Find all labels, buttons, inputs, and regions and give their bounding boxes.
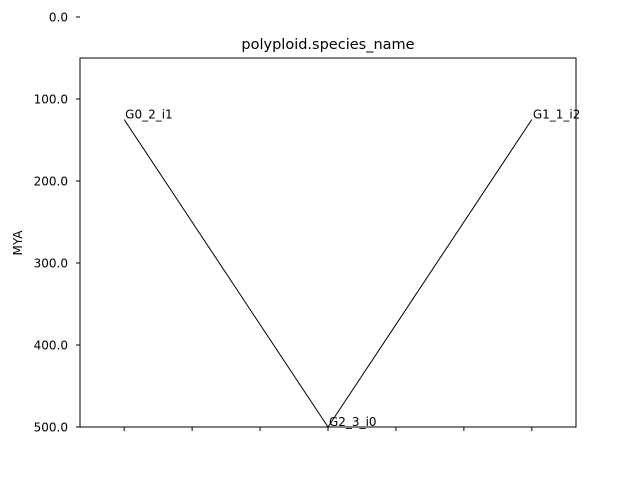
- y-axis-label: MYA: [11, 230, 25, 256]
- node-label-G1_1_i2: G1_1_i2: [533, 108, 581, 122]
- y-ticks-layer: 0.0 100.0 200.0 300.0 400.0 500.0: [34, 11, 80, 435]
- node-labels-layer: G0_2_i1 G2_3_i0 G1_1_i2: [125, 108, 580, 430]
- plot-frame: [79, 57, 577, 428]
- y-tick-label-5: 500.0: [34, 421, 68, 435]
- y-tick-label-3: 300.0: [34, 257, 68, 271]
- y-tick-label-4: 400.0: [34, 339, 68, 353]
- tree-edge-0: [123, 119, 329, 428]
- y-tick-label-0: 0.0: [49, 11, 68, 25]
- chart-title: polyploid.species_name: [241, 37, 414, 53]
- node-label-G2_3_i0: G2_3_i0: [329, 415, 377, 429]
- tree-edge-1: [327, 119, 533, 428]
- node-label-G0_2_i1: G0_2_i1: [125, 108, 173, 122]
- x-ticks-layer: [123, 427, 533, 431]
- y-tick-label-1: 100.0: [34, 93, 68, 107]
- edges-layer: [123, 119, 533, 428]
- y-tick-label-2: 200.0: [34, 175, 68, 189]
